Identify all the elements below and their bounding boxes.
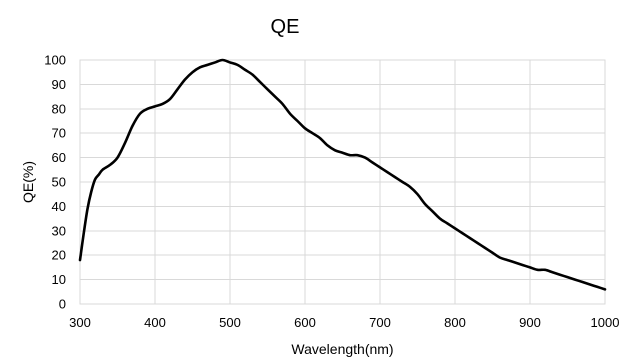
x-tick-label-600: 600 <box>294 315 316 330</box>
y-tick-label-10: 10 <box>52 272 66 287</box>
y-tick-label-70: 70 <box>52 126 66 141</box>
x-tick-label-500: 500 <box>219 315 241 330</box>
y-tick-label-0: 0 <box>59 297 66 312</box>
series-line-0 <box>78 58 607 291</box>
y-tick-label-60: 60 <box>52 150 66 165</box>
x-axis-label: Wavelength(nm) <box>291 341 393 357</box>
x-tick-label-1000: 1000 <box>591 315 620 330</box>
y-tick-label-90: 90 <box>52 77 66 92</box>
y-tick-label-80: 80 <box>52 101 66 116</box>
x-tick-label-800: 800 <box>444 315 466 330</box>
y-tick-label-30: 30 <box>52 223 66 238</box>
x-tick-label-300: 300 <box>69 315 91 330</box>
y-axis-label: QE(%) <box>20 161 36 203</box>
x-tick-label-700: 700 <box>369 315 391 330</box>
x-tick-label-400: 400 <box>144 315 166 330</box>
y-tick-label-50: 50 <box>52 175 66 190</box>
y-tick-label-20: 20 <box>52 248 66 263</box>
y-tick-label-40: 40 <box>52 199 66 214</box>
chart-title: QE <box>271 16 300 38</box>
y-tick-label-100: 100 <box>44 53 66 68</box>
x-tick-label-900: 900 <box>519 315 541 330</box>
